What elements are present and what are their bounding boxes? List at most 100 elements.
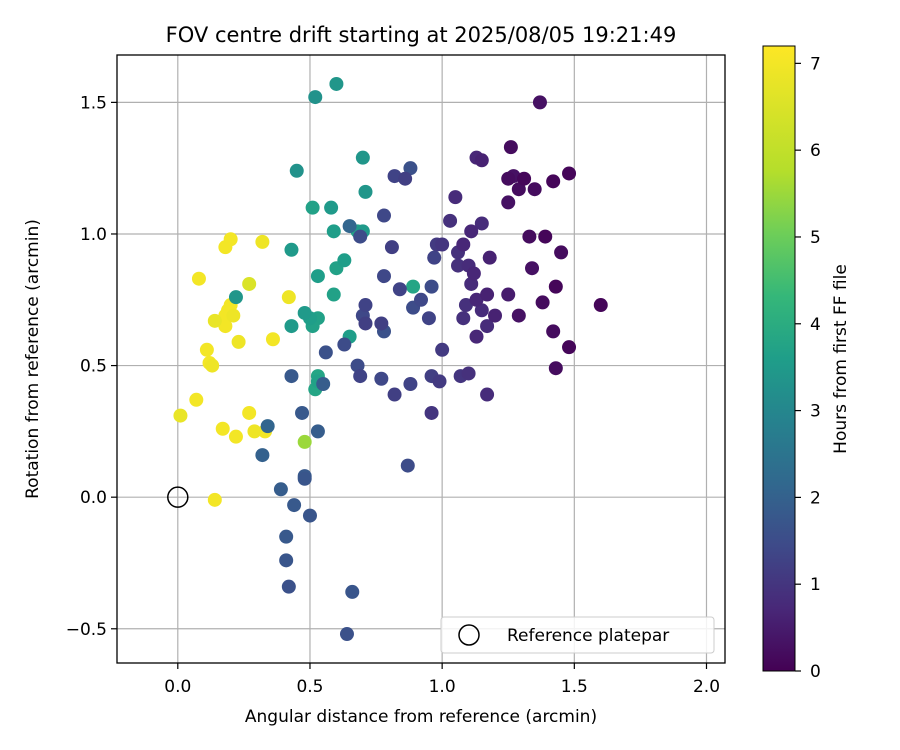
y-tick-label: 1.0 (80, 225, 107, 245)
scatter-point (374, 371, 389, 386)
scatter-point (205, 358, 220, 373)
scatter-point (562, 340, 577, 355)
scatter-point (199, 342, 214, 357)
colorbar-tick-label: 0 (810, 662, 821, 682)
colorbar-tick-label: 4 (810, 315, 821, 335)
scatter-point (511, 308, 526, 323)
scatter-point (503, 140, 518, 155)
scatter-point (326, 224, 341, 239)
x-axis-ticks: 0.0 0.5 1.0 1.5 2.0 (164, 663, 720, 697)
scatter-point (255, 448, 270, 463)
scatter-point (173, 408, 188, 423)
scatter-point (548, 279, 563, 294)
scatter-point (554, 245, 569, 260)
scatter-point (242, 405, 257, 420)
colorbar-tick-label: 6 (810, 141, 821, 161)
scatter-point (289, 163, 304, 178)
scatter-point (456, 237, 471, 252)
y-axis-ticks: −0.5 0.0 0.5 1.0 1.5 (66, 93, 117, 640)
scatter-point (376, 208, 391, 223)
scatter-point (284, 369, 299, 384)
x-tick-label: 1.5 (561, 677, 588, 697)
scatter-point (466, 266, 481, 281)
scatter-point (273, 482, 288, 497)
scatter-point (480, 387, 495, 402)
scatter-point (532, 95, 547, 110)
scatter-point (435, 342, 450, 357)
scatter-point (427, 250, 442, 265)
scatter-point (501, 171, 516, 186)
scatter-point (421, 311, 436, 326)
scatter-point (525, 261, 540, 276)
colorbar-tick-label: 1 (810, 575, 821, 595)
reference-platepar-marker (167, 486, 189, 508)
colorbar-tick-label: 7 (810, 54, 821, 74)
scatter-point (400, 458, 415, 473)
scatter-point (403, 377, 418, 392)
colorbar-tick-label: 2 (810, 488, 821, 508)
scatter-point (218, 240, 233, 255)
scatter-point (302, 508, 317, 523)
x-tick-label: 2.0 (693, 677, 720, 697)
scatter-point (297, 305, 312, 320)
scatter-point (218, 319, 233, 334)
scatter-point (339, 627, 354, 642)
scatter-point (432, 374, 447, 389)
scatter-point (358, 298, 373, 313)
x-tick-label: 0.5 (296, 677, 323, 697)
scatter-point (281, 579, 296, 594)
scatter-point (297, 471, 312, 486)
scatter-point (511, 182, 526, 197)
scatter-point (374, 316, 389, 331)
colorbar-tick-label: 5 (810, 228, 821, 248)
scatter-point (451, 258, 466, 273)
scatter-point (458, 298, 473, 313)
scatter-point (342, 219, 357, 234)
scatter-point (228, 290, 243, 305)
y-axis-label: Rotation from reference (arcmin) (23, 219, 43, 499)
scatter-point (358, 184, 373, 199)
colorbar-ticks: 0 1 2 3 4 5 6 7 (795, 54, 821, 682)
scatter-point (562, 166, 577, 181)
legend-marker-icon (458, 624, 480, 646)
scatter-point (488, 308, 503, 323)
scatter-point (310, 424, 325, 439)
scatter-point (228, 429, 243, 444)
legend-entry-reference: Reference platepar (507, 626, 669, 646)
scatter-point (279, 553, 294, 568)
chart-title: FOV centre drift starting at 2025/08/05 … (166, 23, 677, 47)
x-tick-label: 0.0 (164, 677, 191, 697)
scatter-point (308, 90, 323, 105)
scatter-point (353, 369, 368, 384)
scatter-point (242, 276, 257, 291)
scatter-point (461, 366, 476, 381)
scatter-point (310, 269, 325, 284)
scatter-point (284, 242, 299, 257)
scatter-point (424, 279, 439, 294)
scatter-point (480, 319, 495, 334)
scatter-point (443, 213, 458, 228)
scatter-point (260, 419, 275, 434)
scatter-point (297, 434, 312, 449)
scatter-point (538, 229, 553, 244)
scatter-point (406, 279, 421, 294)
scatter-point (318, 345, 333, 360)
colorbar (762, 45, 796, 672)
scatter-point (482, 250, 497, 265)
scatter-point (324, 200, 339, 215)
scatter-point (247, 424, 262, 439)
scatter-point (305, 200, 320, 215)
scatter-point (398, 171, 413, 186)
scatter-point (474, 216, 489, 231)
legend-box (440, 616, 715, 654)
scatter-point (215, 421, 230, 436)
scatter-point (191, 271, 206, 286)
scatter-point (387, 387, 402, 402)
scatter-point (392, 282, 407, 297)
scatter-point (265, 332, 280, 347)
scatter-point (281, 290, 296, 305)
scatter-point (337, 337, 352, 352)
scatter-point (226, 308, 241, 323)
scatter-point (517, 171, 532, 186)
